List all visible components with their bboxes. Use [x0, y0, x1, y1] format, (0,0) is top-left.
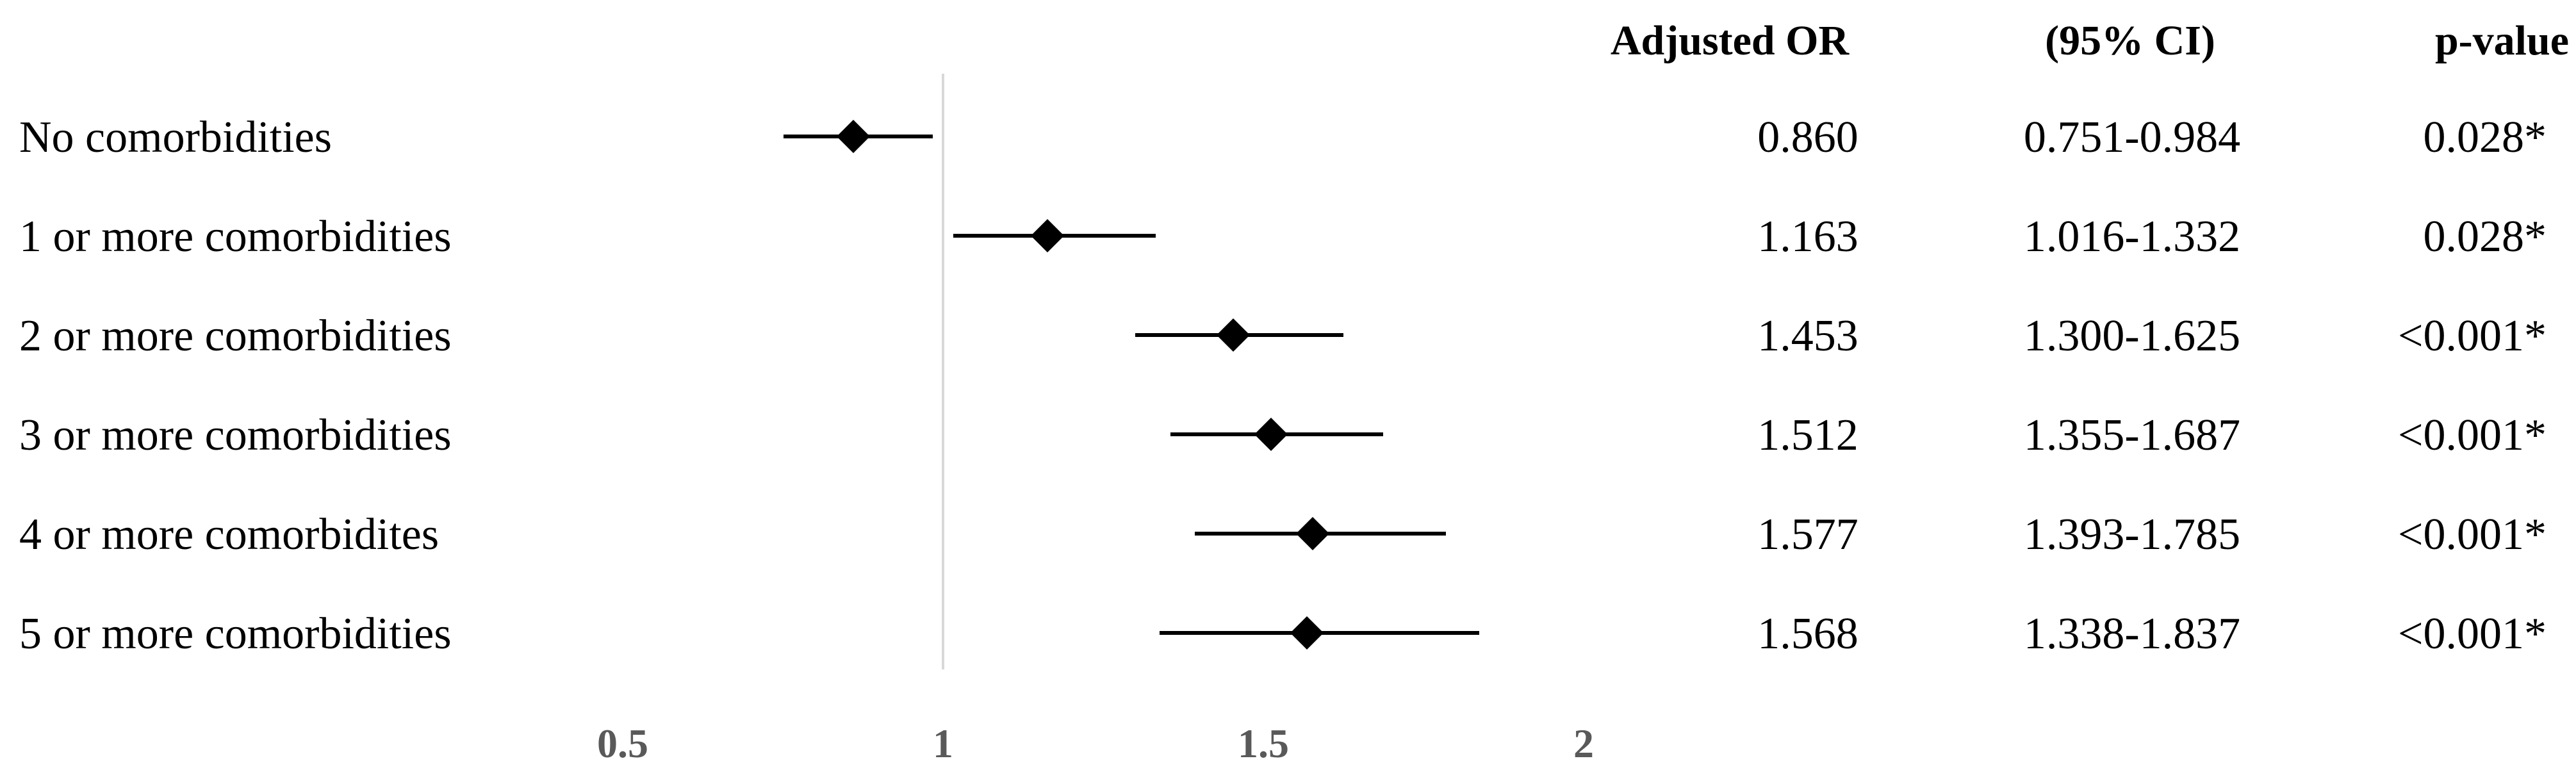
ci-value: 0.751-0.984	[2024, 113, 2240, 162]
or-point-marker	[1296, 517, 1329, 550]
or-point-marker	[837, 120, 870, 153]
row-label: 3 or more comorbidities	[19, 411, 452, 460]
p-value: <0.001*	[2398, 311, 2547, 361]
x-tick-label: 1	[933, 721, 953, 766]
row-label: 4 or more comorbidites	[19, 510, 439, 559]
ci-value: 1.355-1.687	[2024, 411, 2240, 460]
row-label: No comorbidities	[19, 113, 332, 162]
forest-row: No comorbidities 0.860 0.751-0.984 0.028*	[19, 113, 2547, 162]
or-point-marker	[1290, 616, 1324, 650]
p-value: 0.028*	[2424, 212, 2547, 261]
column-headers: Adjusted OR (95% CI) p-value	[1611, 17, 2569, 64]
x-tick-label: 1.5	[1238, 721, 1289, 766]
forest-row: 2 or more comorbidities 1.453 1.300-1.625 <…	[19, 311, 2547, 361]
header-p-value: p-value	[2435, 17, 2569, 64]
ci-value: 1.338-1.837	[2024, 609, 2240, 659]
p-value: <0.001*	[2398, 411, 2547, 460]
x-tick-label: 0.5	[597, 721, 648, 766]
forest-row: 5 or more comorbidities 1.568 1.338-1.837 <…	[19, 609, 2547, 659]
ci-value: 1.300-1.625	[2024, 311, 2240, 361]
or-point-marker	[1217, 318, 1250, 352]
forest-row: 1 or more comorbidities 1.163 1.016-1.332 0…	[19, 212, 2547, 261]
or-value: 0.860	[1757, 113, 1858, 162]
p-value: <0.001*	[2398, 510, 2547, 559]
header-estimate: Adjusted OR	[1611, 17, 1850, 64]
row-label: 5 or more comorbidities	[19, 609, 452, 659]
forest-row: 4 or more comorbidites 1.577 1.393-1.785 <0…	[19, 510, 2547, 559]
or-value: 1.577	[1757, 510, 1858, 559]
x-tick-label: 2	[1573, 721, 1594, 766]
or-point-marker	[1254, 418, 1288, 451]
p-value: 0.028*	[2424, 113, 2547, 162]
or-value: 1.163	[1757, 212, 1858, 261]
or-value: 1.568	[1757, 609, 1858, 659]
p-value: <0.001*	[2398, 609, 2547, 659]
row-label: 1 or more comorbidities	[19, 212, 452, 261]
forest-rows: No comorbidities 0.860 0.751-0.984 0.028*1 …	[19, 113, 2547, 659]
or-value: 1.453	[1757, 311, 1858, 361]
ci-value: 1.393-1.785	[2024, 510, 2240, 559]
ci-value: 1.016-1.332	[2024, 212, 2240, 261]
or-point-marker	[1031, 219, 1064, 252]
or-value: 1.512	[1757, 411, 1858, 460]
x-axis-ticks: 0.5 1 1.5 2	[597, 721, 1594, 766]
forest-row: 3 or more comorbidities 1.512 1.355-1.687 <…	[19, 411, 2547, 460]
row-label: 2 or more comorbidities	[19, 311, 452, 361]
header-ci: (95% CI)	[2045, 17, 2215, 64]
